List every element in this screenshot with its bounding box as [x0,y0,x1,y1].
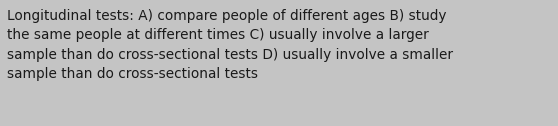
Text: Longitudinal tests: A) compare people of different ages B) study
the same people: Longitudinal tests: A) compare people of… [7,9,453,81]
